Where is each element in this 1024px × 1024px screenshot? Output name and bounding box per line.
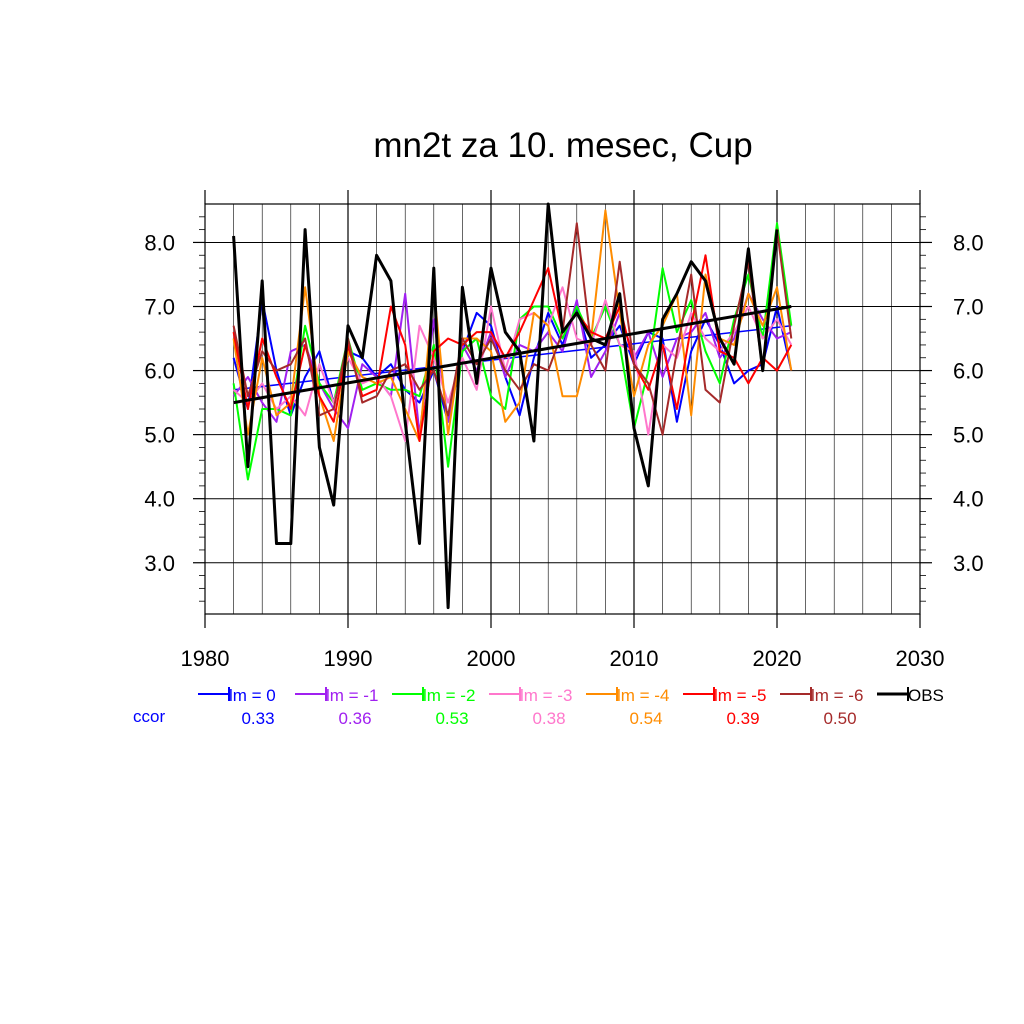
y-tick-label-right: 8.0 [953, 230, 984, 255]
y-tick-label-right: 3.0 [953, 551, 984, 576]
series-line [232, 254, 793, 442]
legend-ccor-value: 0.33 [241, 709, 274, 728]
x-tick-label: 2020 [753, 646, 802, 671]
legend-ccor-value: 0.38 [532, 709, 565, 728]
y-tick-label-left: 6.0 [144, 359, 175, 384]
series-line [232, 202, 779, 610]
legend-label: lm = -3 [520, 686, 572, 705]
legend-label: lm = -6 [811, 686, 863, 705]
axis-ticks [193, 190, 932, 628]
y-tick-label-right: 7.0 [953, 295, 984, 320]
legend-label: lm = -1 [326, 686, 378, 705]
legend-label: lm = -4 [617, 686, 669, 705]
legend-ccor-value: 0.53 [435, 709, 468, 728]
trend-line [233, 305, 792, 405]
legend-label: lm = -2 [423, 686, 475, 705]
legend-ccor-value: 0.36 [338, 709, 371, 728]
x-tick-label: 2000 [467, 646, 516, 671]
x-tick-label: 1990 [324, 646, 373, 671]
legend: ccor lm = 0 0.33 lm = -1 0.36 lm = -2 0.53 lm =… [133, 686, 944, 728]
legend-label: lm = 0 [229, 686, 276, 705]
y-tick-label-left: 4.0 [144, 487, 175, 512]
y-tick-label-right: 5.0 [953, 423, 984, 448]
y-tick-label-left: 5.0 [144, 423, 175, 448]
x-tick-label: 1980 [181, 646, 230, 671]
y-tick-label-left: 8.0 [144, 230, 175, 255]
y-tick-label-right: 4.0 [953, 487, 984, 512]
series-lines [232, 202, 793, 610]
plot-frame [204, 203, 921, 615]
legend-ccor-value: 0.50 [823, 709, 856, 728]
y-tick-label-right: 6.0 [953, 359, 984, 384]
x-tick-label: 2030 [896, 646, 945, 671]
grid [205, 204, 920, 614]
axis-tick-labels: 1980 1990 2000 2010 2020 2030 3.0 3.0 4.0 4.0 5.0 5… [144, 230, 983, 671]
chart-title: mn2t za 10. mesec, Cup [373, 126, 752, 165]
series-line [232, 209, 793, 442]
legend-label: OBS [908, 686, 944, 705]
y-tick-label-left: 7.0 [144, 295, 175, 320]
series-line [232, 222, 793, 436]
legend-ccor-value: 0.54 [629, 709, 662, 728]
series-line [232, 222, 793, 481]
x-tick-label: 2010 [610, 646, 659, 671]
legend-ccor-value: 0.39 [726, 709, 759, 728]
y-tick-label-left: 3.0 [144, 551, 175, 576]
ccor-label: ccor [133, 707, 165, 726]
legend-label: lm = -5 [714, 686, 766, 705]
